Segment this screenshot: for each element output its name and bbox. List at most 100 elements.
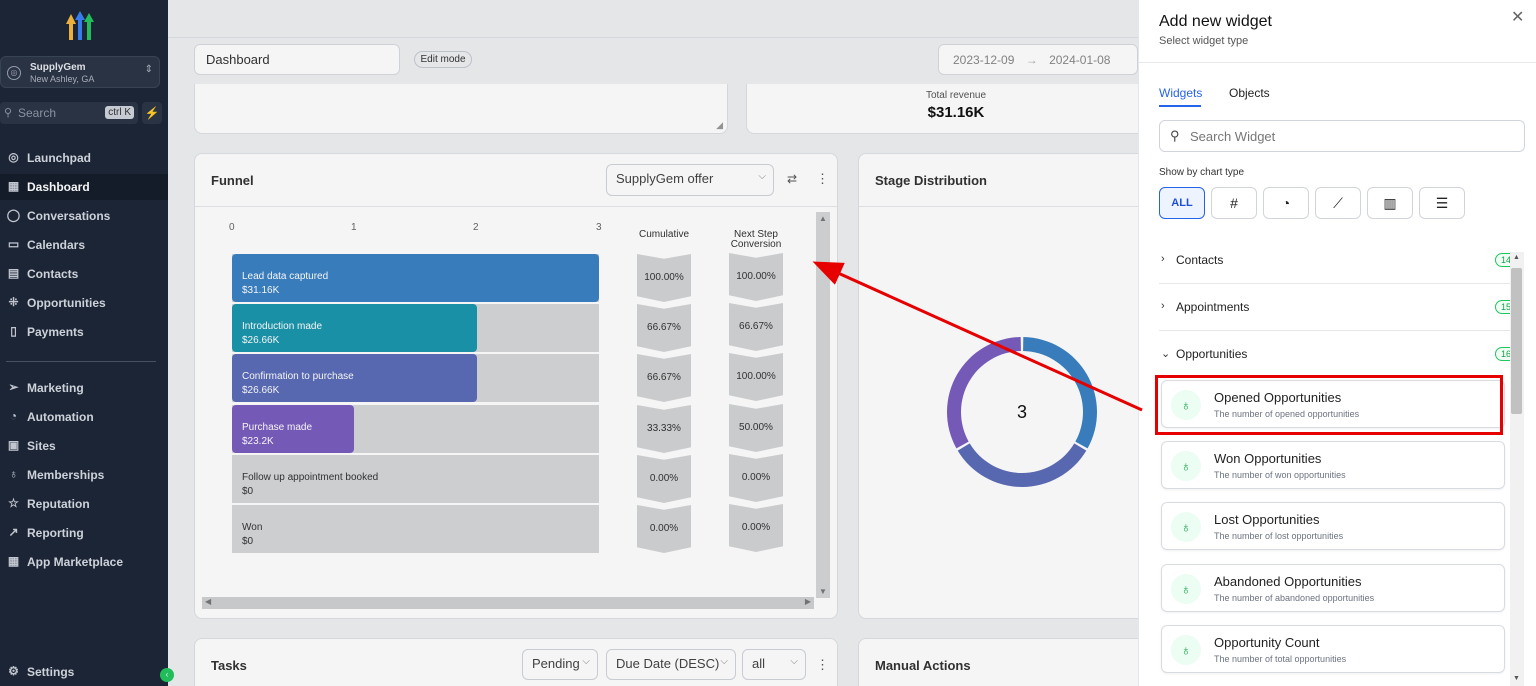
- chart-type-all-button[interactable]: ALL: [1159, 187, 1205, 219]
- widget-won-opportunities[interactable]: ♁ Won Opportunities The number of won op…: [1161, 441, 1505, 489]
- collapse-sidebar-button[interactable]: ‹: [160, 668, 174, 682]
- sidebar-item-launchpad[interactable]: ◎ Launchpad: [0, 145, 168, 171]
- bar-chart-icon[interactable]: ▥: [1367, 187, 1413, 219]
- automation-icon: ◔: [9, 409, 18, 423]
- funnel-bar[interactable]: Confirmation to purchase $26.66K: [232, 354, 477, 402]
- scroll-down-icon[interactable]: ▼: [819, 587, 827, 596]
- hash-icon[interactable]: #: [1211, 187, 1257, 219]
- tab-objects[interactable]: Objects: [1229, 86, 1270, 100]
- sidebar-search[interactable]: ⚲ Search ctrl K: [0, 102, 138, 124]
- panel-title: Add new widget: [1159, 13, 1272, 30]
- date-to: 2024-01-08: [1049, 53, 1111, 67]
- sidebar-item-automation[interactable]: ◔ Automation: [0, 404, 168, 430]
- trend-chart-icon: ↗: [8, 525, 19, 539]
- sidebar-item-conversations[interactable]: ◯ Conversations: [6, 208, 111, 223]
- funnel-stage-value: $26.66K: [242, 385, 280, 396]
- total-revenue-label: Total revenue: [925, 90, 987, 101]
- category-appointments[interactable]: › Appointments 15: [1159, 285, 1517, 331]
- funnel-filter-value: SupplyGem offer: [616, 171, 714, 186]
- chevron-down-icon: ⌄: [1161, 348, 1171, 360]
- tasks-title: Tasks: [211, 658, 247, 673]
- widget-lost-opportunities[interactable]: ♁ Lost Opportunities The number of lost …: [1161, 502, 1505, 550]
- tab-widgets[interactable]: Widgets: [1159, 86, 1203, 100]
- scroll-up-icon[interactable]: ▲: [1513, 254, 1520, 261]
- sidebar-item-calendars[interactable]: ▭ Calendars: [7, 237, 86, 252]
- sidebar-item-settings[interactable]: ⚙ Settings: [0, 659, 168, 685]
- close-icon[interactable]: ✕: [1511, 9, 1525, 26]
- widget-description: The number of won opportunities: [1214, 470, 1346, 480]
- widget-search-input[interactable]: ⚲ Search Widget: [1159, 120, 1525, 152]
- edit-mode-button[interactable]: Edit mode: [414, 51, 472, 68]
- funnel-bar[interactable]: Introduction made $26.66K: [232, 304, 477, 352]
- cumulative-cell: 100.00%: [637, 254, 691, 302]
- widget-opportunity-count[interactable]: ♁ Opportunity Count The number of total …: [1161, 625, 1505, 673]
- award-icon: ♁: [1171, 390, 1201, 420]
- donut-slice[interactable]: [957, 443, 1087, 488]
- search-icon: ⚲: [4, 107, 13, 119]
- funnel-bar[interactable]: Won $0: [232, 505, 599, 553]
- scroll-right-icon[interactable]: ▶: [804, 597, 811, 606]
- panel-scrollbar-thumb[interactable]: [1511, 268, 1522, 414]
- category-contacts[interactable]: › Contacts 14: [1159, 238, 1517, 284]
- sidebar-item-payments[interactable]: ▯ Payments: [0, 319, 168, 345]
- sidebar-item-memberships[interactable]: ♁ Memberships: [0, 462, 168, 488]
- horizontal-bar-chart-icon[interactable]: ☰: [1419, 187, 1465, 219]
- sidebar-item-sites[interactable]: ▣ Sites: [7, 438, 56, 453]
- more-options-icon[interactable]: ⋮: [816, 171, 829, 186]
- gear-icon: ⚙: [8, 664, 19, 678]
- memberships-award-icon: ♁: [9, 467, 18, 481]
- total-revenue-card: Total revenue $31.16K: [746, 84, 1166, 134]
- cumulative-cell: 66.67%: [637, 304, 691, 352]
- shortcut-badge: ctrl K: [105, 106, 134, 119]
- sidebar-divider: [6, 361, 156, 362]
- sidebar-item-app-marketplace[interactable]: ▦ App Marketplace: [7, 554, 124, 569]
- funnel-row-track: [232, 505, 599, 553]
- tasks-status-select[interactable]: Pending ⌵: [522, 649, 598, 680]
- scroll-left-icon[interactable]: ◀: [205, 597, 212, 606]
- cumulative-cell: 66.67%: [637, 354, 691, 402]
- scroll-down-icon[interactable]: ▼: [1513, 675, 1520, 682]
- date-range-picker[interactable]: 2023-12-09 → 2024-01-08: [938, 44, 1138, 75]
- funnel-filter-select[interactable]: SupplyGem offer ⌵: [606, 164, 774, 196]
- widget-title: Lost Opportunities: [1214, 512, 1320, 527]
- sites-browser-icon: ▣: [7, 438, 20, 452]
- award-icon: ♁: [1171, 574, 1201, 604]
- quick-action-bolt-icon[interactable]: ⚡: [142, 102, 162, 124]
- pie-chart-icon[interactable]: ◔: [1263, 187, 1309, 219]
- payments-receipt-icon: ▯: [10, 324, 17, 338]
- funnel-horizontal-scrollbar[interactable]: ◀ ▶: [202, 597, 814, 609]
- funnel-bar[interactable]: Purchase made $23.2K: [232, 405, 354, 453]
- date-arrow: →: [1025, 53, 1038, 67]
- account-location: New Ashley, GA: [30, 74, 95, 84]
- filter-settings-icon[interactable]: ⇄: [787, 172, 798, 186]
- widget-description: The number of opened opportunities: [1214, 409, 1360, 419]
- sidebar-item-reporting[interactable]: ↗ Reporting: [0, 520, 168, 546]
- sidebar-item-reputation[interactable]: ☆ Reputation: [0, 491, 168, 517]
- dashboard-grid-icon: ▦: [7, 179, 20, 193]
- line-chart-icon[interactable]: ⟋: [1315, 187, 1361, 219]
- tasks-more-options-icon[interactable]: ⋮: [816, 657, 829, 672]
- location-pin-icon: ◎: [7, 66, 21, 80]
- next-step-cell: 50.00%: [729, 404, 783, 452]
- dashboard-name-input[interactable]: Dashboard: [194, 44, 400, 75]
- sidebar-item-dashboard[interactable]: ▦ Dashboard: [0, 174, 168, 200]
- funnel-stage-name: Confirmation to purchase: [242, 371, 354, 382]
- account-switcher[interactable]: ◎ SupplyGem New Ashley, GA ⇕: [0, 56, 160, 88]
- tasks-filter-select[interactable]: all ⌵: [742, 649, 806, 680]
- next-step-cell: 100.00%: [729, 353, 783, 401]
- funnel-bar[interactable]: Lead data captured $31.16K: [232, 254, 599, 302]
- sidebar-item-marketing[interactable]: ➢ Marketing: [0, 375, 168, 401]
- manual-actions-card: [858, 638, 1158, 686]
- category-opportunities[interactable]: ⌄ Opportunities 16: [1159, 332, 1517, 378]
- resize-handle-icon[interactable]: ◢: [716, 120, 723, 130]
- sidebar-item-opportunities[interactable]: ⁜ Opportunities: [0, 290, 168, 316]
- scroll-up-icon[interactable]: ▲: [819, 214, 827, 223]
- tasks-sort-select[interactable]: Due Date (DESC) ⌵: [606, 649, 736, 680]
- sidebar-item-contacts[interactable]: ▤ Contacts: [7, 266, 79, 281]
- funnel-bar[interactable]: Follow up appointment booked $0: [232, 455, 599, 503]
- widget-abandoned-opportunities[interactable]: ♁ Abandoned Opportunities The number of …: [1161, 564, 1505, 612]
- donut-center-value: 3: [1016, 402, 1027, 422]
- widget-opened-opportunities[interactable]: ♁ Opened Opportunities The number of ope…: [1161, 380, 1505, 428]
- send-plane-icon: ➢: [8, 380, 19, 394]
- sidebar-search-placeholder: Search: [18, 106, 57, 120]
